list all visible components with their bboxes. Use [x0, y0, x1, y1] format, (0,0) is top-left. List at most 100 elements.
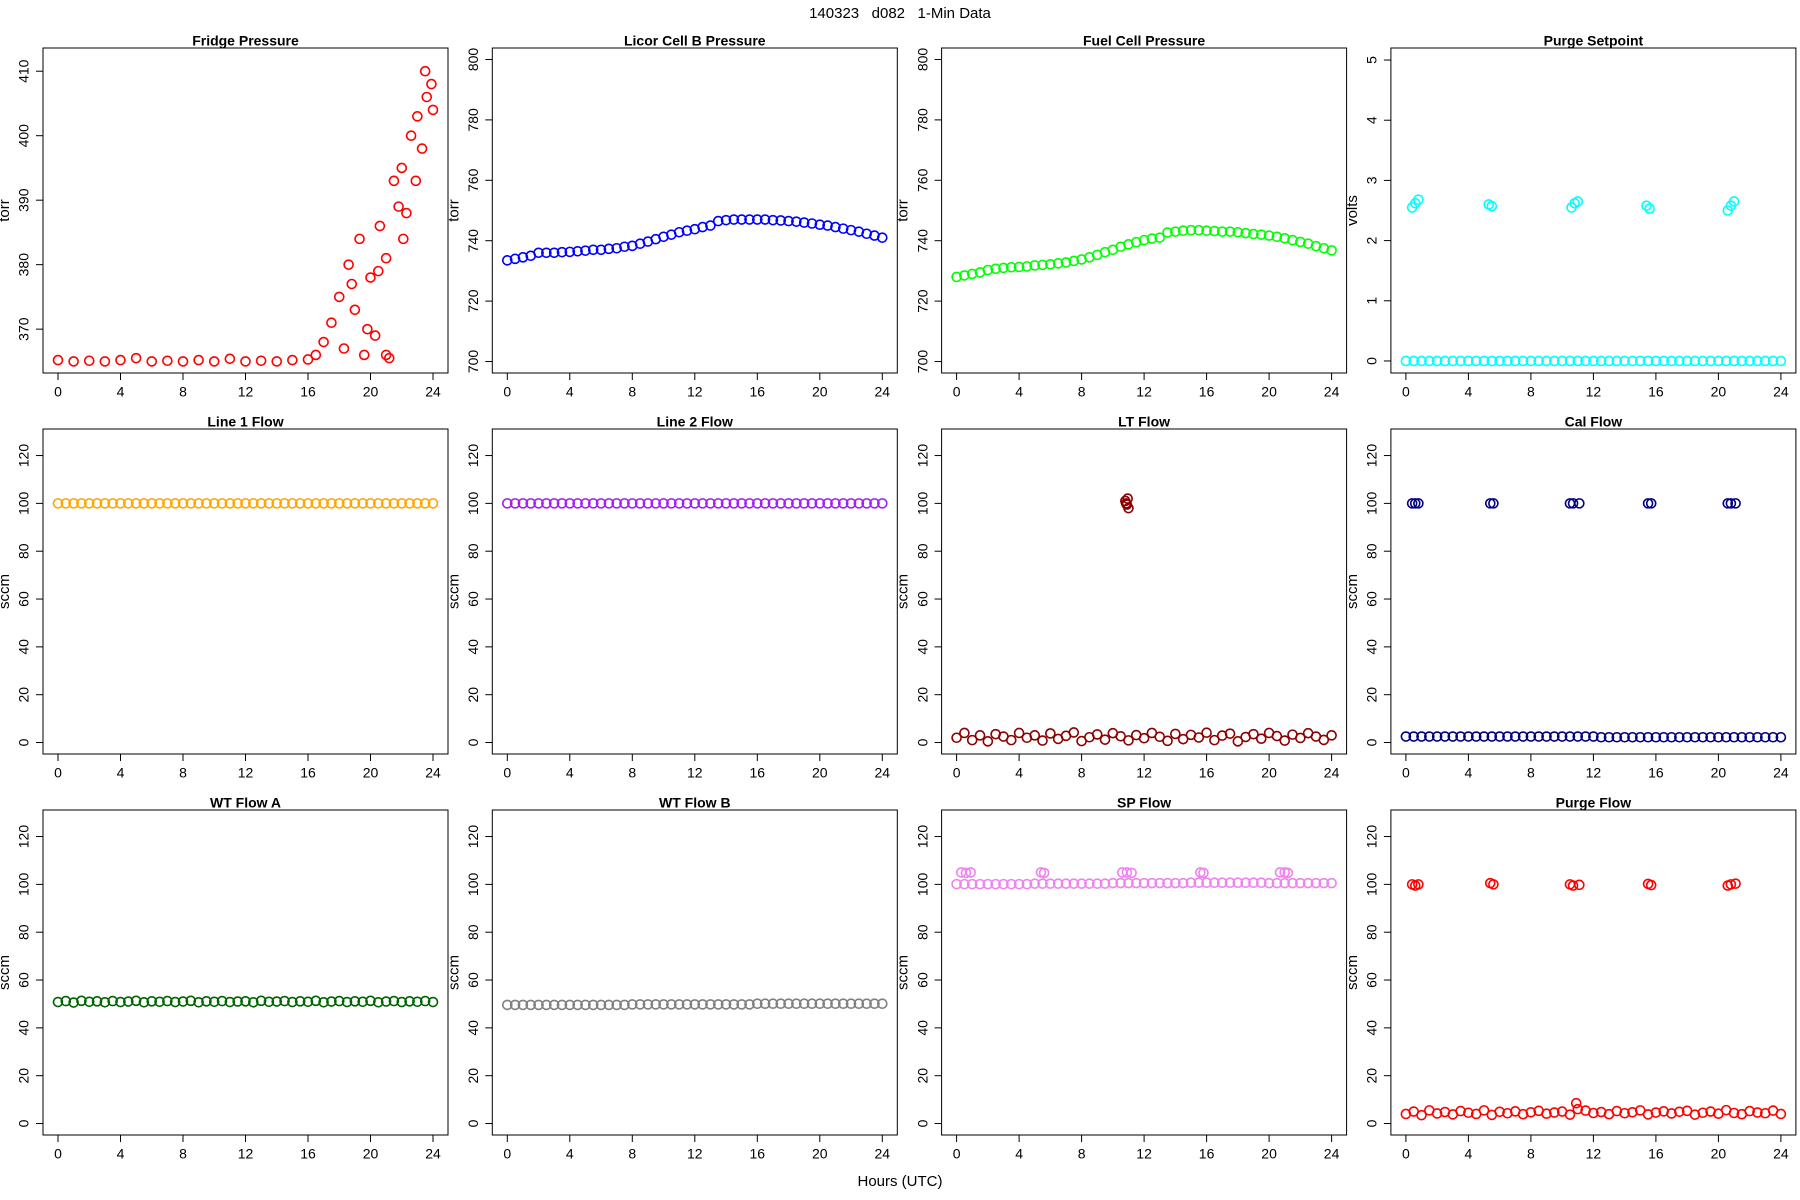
data-point [388, 498, 400, 509]
data-point [357, 498, 368, 509]
data-point [1279, 232, 1291, 244]
data-point [1572, 355, 1584, 367]
data-point [1689, 355, 1701, 367]
data-point [965, 867, 976, 878]
data-point [611, 242, 622, 254]
data-point [1162, 735, 1173, 747]
data-point [1463, 355, 1474, 367]
data-point [1029, 878, 1041, 889]
data-point [556, 498, 568, 509]
x-tick-label: 4 [1015, 384, 1023, 400]
data-point [68, 997, 79, 1008]
data-point [1674, 731, 1685, 743]
data-point [1681, 355, 1693, 367]
x-tick-label: 16 [1648, 384, 1664, 400]
x-tick-label: 8 [628, 1146, 636, 1162]
data-point [1478, 1105, 1490, 1116]
data-point [533, 247, 544, 259]
data-point [1744, 1105, 1755, 1117]
y-tick-label: 60 [914, 591, 930, 607]
data-point [1463, 1107, 1474, 1119]
data-point [240, 498, 251, 509]
data-point [1705, 355, 1716, 367]
data-point [759, 498, 771, 509]
plot-frame [42, 47, 449, 374]
data-point [1318, 734, 1330, 746]
data-point [1029, 260, 1041, 271]
y-tick-label: 40 [16, 1020, 32, 1036]
data-point [998, 262, 1009, 274]
data-point [1263, 877, 1275, 889]
x-tick-label: 4 [117, 765, 125, 781]
y-tick-label: 80 [465, 924, 481, 940]
data-point [287, 354, 298, 366]
y-tick-label: 20 [16, 687, 32, 703]
y-tick-label: 40 [914, 1020, 930, 1036]
data-point [1248, 877, 1259, 889]
data-point [509, 999, 521, 1011]
data-point [333, 498, 345, 509]
data-point [1045, 728, 1056, 739]
data-point [1115, 877, 1126, 889]
x-tick-label: 8 [1527, 384, 1535, 400]
data-point [365, 995, 376, 1007]
data-point [501, 999, 513, 1011]
data-point [401, 207, 412, 219]
data-point [1588, 355, 1599, 367]
data-point [1556, 731, 1568, 742]
data-point [525, 498, 537, 509]
data-point [193, 498, 204, 509]
data-point [405, 130, 417, 141]
data-point [1525, 355, 1537, 367]
data-point [1005, 734, 1017, 746]
data-point [1767, 355, 1779, 367]
panel-title: LT Flow [1118, 414, 1170, 430]
y-tick-label: 390 [16, 188, 32, 212]
data-point [1177, 877, 1189, 889]
data-point [587, 498, 599, 509]
y-tick-label: 60 [1364, 972, 1380, 988]
panel-title: Fuel Cell Pressure [1083, 33, 1205, 49]
y-tick-label: 100 [465, 872, 481, 896]
data-point [1416, 1109, 1427, 1121]
y-tick-label: 20 [914, 1068, 930, 1084]
data-point [603, 243, 615, 255]
x-tick-label: 24 [1324, 384, 1340, 400]
data-point [1549, 731, 1560, 742]
x-tick-label: 4 [566, 384, 574, 400]
data-point [1060, 878, 1072, 889]
data-point [318, 996, 329, 1008]
data-point [310, 498, 322, 509]
panel-title: SP Flow [1117, 795, 1171, 811]
data-point [822, 220, 833, 231]
data-point [1099, 878, 1111, 889]
data-point [341, 996, 353, 1008]
y-tick-label: 40 [914, 639, 930, 655]
data-point [959, 878, 970, 890]
y-tick-label: 60 [465, 591, 481, 607]
data-point [1689, 1109, 1701, 1120]
data-point [556, 999, 568, 1011]
y-tick-label: 0 [914, 738, 930, 746]
data-point [404, 498, 415, 509]
x-tick-label: 12 [1586, 765, 1602, 781]
data-point [1216, 877, 1228, 889]
data-point [966, 734, 978, 746]
data-point [876, 998, 888, 1010]
data-point [1439, 355, 1451, 367]
x-tick-label: 0 [1402, 765, 1410, 781]
panel-title: WT Flow A [210, 795, 281, 811]
data-point [736, 214, 747, 225]
data-point [1121, 867, 1133, 878]
data-point [1666, 1108, 1677, 1119]
data-point [1728, 731, 1740, 743]
data-point [162, 995, 173, 1007]
x-tick-label: 0 [54, 384, 62, 400]
data-point [783, 498, 794, 509]
data-point [349, 498, 361, 509]
y-tick-label: 3 [1364, 176, 1380, 184]
data-point [853, 998, 865, 1010]
data-point [525, 999, 537, 1011]
data-point [1502, 1107, 1513, 1119]
data-point [1725, 498, 1737, 509]
